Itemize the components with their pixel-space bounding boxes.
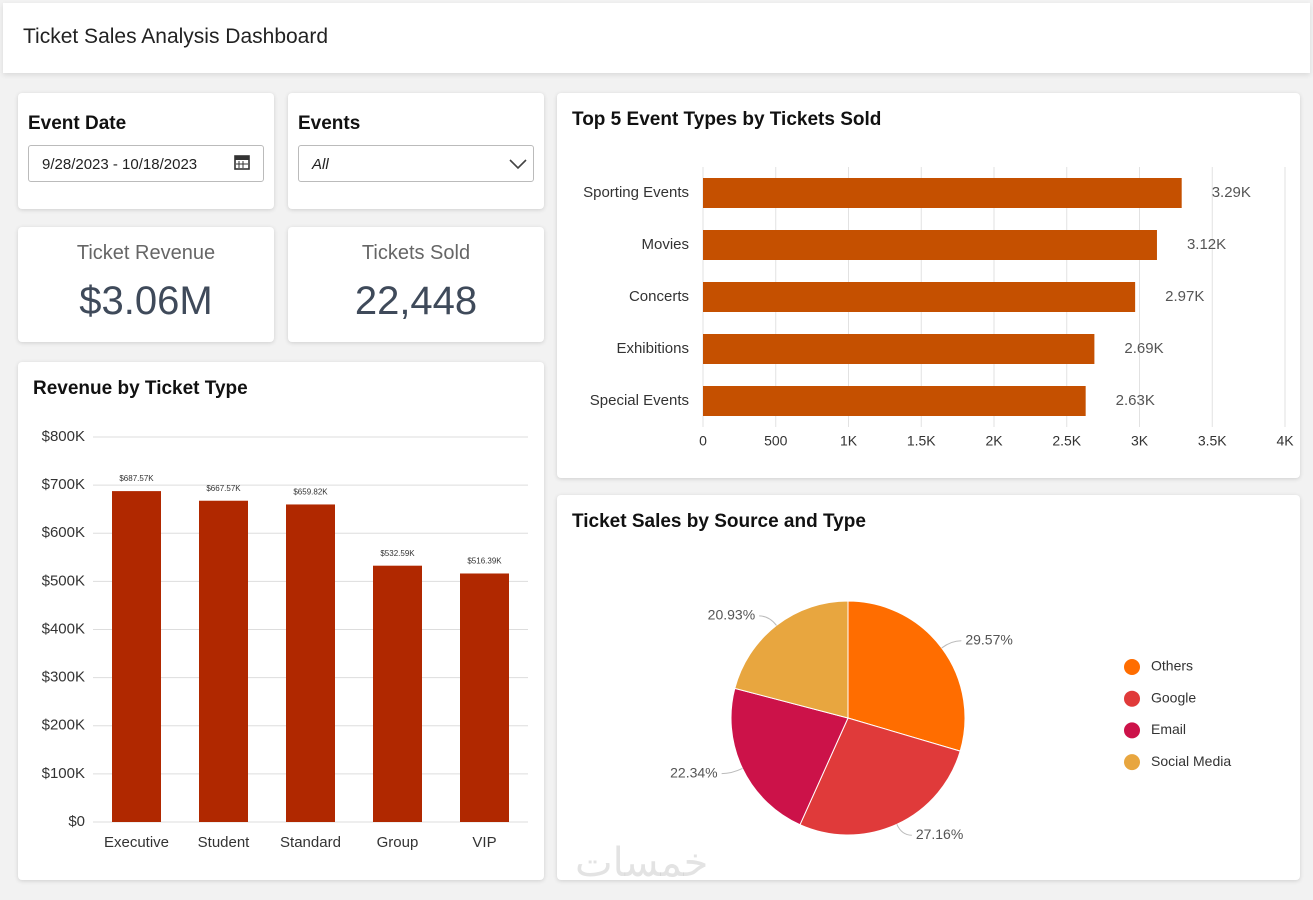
x-tick-label: Executive: [104, 834, 169, 851]
kpi-value: $3.06M: [79, 279, 213, 323]
y-tick-label: $0: [68, 813, 85, 830]
chart: 0 500 1K 1.5K 2K 2.5K 3K 3.5K 4K 3.29K Sporting Ev…: [583, 167, 1294, 449]
pie-slice: [847, 600, 966, 752]
y-tick-label: $400K: [42, 620, 85, 637]
legend-icon: [1124, 722, 1140, 739]
x-tick-label: 1.5K: [907, 433, 936, 449]
pie-slice: [799, 717, 961, 836]
chart-card: Top 5 Event Types by Tickets Sold 0 500 1K…: [557, 93, 1300, 478]
x-tick-label: 500: [764, 433, 788, 449]
bar: [286, 504, 335, 822]
y-tick-label: $200K: [42, 717, 85, 734]
y-tick-label: Sporting Events: [583, 184, 689, 201]
x-tick-label: Student: [198, 834, 251, 851]
legend-icon: [1124, 659, 1140, 675]
y-tick-label: $100K: [42, 765, 85, 782]
value-label: $516.39K: [467, 557, 502, 566]
x-tick-label: 3K: [1131, 433, 1149, 449]
bar: [703, 334, 1095, 364]
value-label: 2.69K: [1124, 340, 1163, 357]
value-label: 3.29K: [1212, 184, 1251, 201]
bar: [703, 386, 1086, 416]
y-tick-label: $300K: [42, 669, 85, 686]
chart: 29.57% Others 27.16% Google 22.34% Email 20.93…: [670, 600, 1231, 842]
watermark: خمسات: [575, 840, 709, 886]
filter-label: Event Date: [28, 113, 127, 134]
value-label: 2.97K: [1165, 288, 1204, 305]
chart: $0 $100K $200K $300K $400K $500K $600K $700K $80…: [42, 428, 528, 851]
bar: [703, 178, 1182, 208]
chevron-icon: [509, 159, 527, 170]
chart-card: Ticket Sales by Source and Type 29.57% Ot…: [557, 495, 1300, 880]
x-tick-label: Group: [377, 834, 419, 851]
x-tick-label: 0: [699, 433, 707, 449]
kpi-card: Tickets Sold 22,448: [288, 227, 544, 342]
bar: [703, 230, 1157, 260]
y-tick-label: Concerts: [629, 288, 689, 305]
y-tick-label: Special Events: [590, 392, 689, 409]
legend-icon: [1124, 690, 1140, 707]
bar: [199, 500, 248, 822]
y-tick-label: $700K: [42, 476, 85, 493]
chart-card: Revenue by Ticket Type $0 $100K $200K $300K…: [18, 362, 544, 880]
value-label: $687.57K: [119, 474, 154, 483]
kpi-label: Ticket Revenue: [76, 242, 216, 264]
calendar-icon: [234, 155, 250, 170]
x-tick-label: VIP: [472, 834, 496, 851]
leader-line: [941, 640, 962, 649]
x-tick-label: 4K: [1276, 433, 1294, 449]
x-tick-label: 2.5K: [1052, 433, 1081, 449]
bar: [373, 565, 422, 822]
pie-slice: [734, 600, 849, 719]
value-label: 2.63K: [1116, 392, 1155, 409]
value-label: $532.59K: [380, 549, 415, 558]
leader-line: [721, 768, 743, 775]
y-tick-label: Exhibitions: [616, 340, 689, 357]
header: Ticket Sales Analysis Dashboard: [3, 3, 1310, 73]
pie-label: 29.57%: [965, 631, 1012, 647]
x-tick-label: 2K: [985, 433, 1003, 449]
leader-line: [759, 615, 777, 626]
pie-slice: [730, 687, 849, 826]
pie-label: 20.93%: [708, 607, 755, 623]
leader-line: [896, 824, 912, 836]
kpi-label: Tickets Sold: [361, 242, 471, 264]
y-tick-label: $500K: [42, 572, 85, 589]
y-tick-label: Movies: [641, 236, 689, 253]
x-tick-label: 1K: [840, 433, 858, 449]
chart-title: Revenue by Ticket Type: [33, 378, 248, 399]
bar: [460, 573, 509, 822]
value-label: $667.57K: [206, 484, 241, 493]
legend-label: Social Media: [1151, 753, 1231, 769]
pie-label: 22.34%: [670, 764, 717, 780]
chart-title: Ticket Sales by Source and Type: [572, 511, 866, 532]
y-tick-label: $800K: [42, 428, 85, 445]
date-range-value: 9/28/2023 - 10/18/2023: [42, 156, 198, 173]
filter-card: Event Date 9/28/2023 - 10/18/2023: [18, 93, 274, 209]
dropdown-value: All: [312, 156, 329, 173]
legend-label: Google: [1151, 689, 1196, 705]
bar: [112, 491, 161, 822]
bar: [703, 282, 1136, 312]
date-range-input[interactable]: 9/28/2023 - 10/18/2023: [28, 145, 264, 182]
chart-title: Top 5 Event Types by Tickets Sold: [572, 109, 882, 130]
filter-card: Events All: [288, 93, 544, 209]
value-label: 3.12K: [1187, 236, 1226, 253]
y-tick-label: $600K: [42, 524, 85, 541]
x-tick-label: Standard: [280, 834, 341, 851]
x-tick-label: 3.5K: [1198, 433, 1227, 449]
legend-label: Email: [1151, 721, 1186, 737]
dashboard-title: Ticket Sales Analysis Dashboard: [23, 25, 329, 48]
kpi-value: 22,448: [354, 279, 478, 323]
pie-label: 27.16%: [916, 826, 963, 842]
value-label: $659.82K: [293, 488, 328, 497]
filter-label: Events: [298, 113, 361, 134]
legend-icon: [1124, 754, 1140, 771]
kpi-card: Ticket Revenue $3.06M: [18, 227, 274, 342]
legend-label: Others: [1151, 658, 1193, 674]
events-dropdown[interactable]: All: [298, 145, 534, 182]
